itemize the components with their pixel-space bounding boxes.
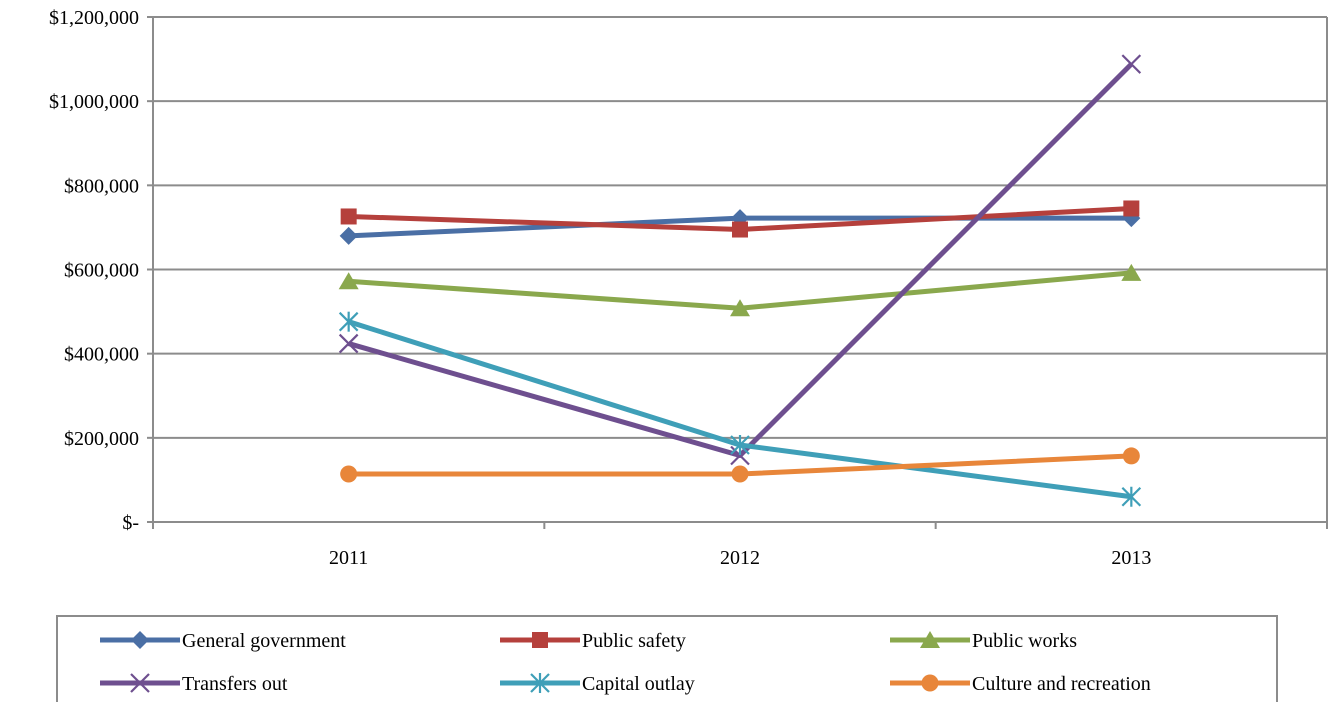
legend-item: General government bbox=[100, 630, 346, 652]
legend-marker bbox=[921, 674, 939, 692]
data-point bbox=[732, 221, 748, 238]
y-tick-label: $800,000 bbox=[64, 175, 139, 197]
data-point bbox=[1122, 447, 1140, 465]
series-public-works bbox=[338, 263, 1142, 317]
series-transfers-out bbox=[338, 54, 1142, 466]
y-tick-label: $1,000,000 bbox=[49, 91, 139, 113]
data-point bbox=[338, 272, 359, 290]
y-tick-label: $1,200,000 bbox=[49, 7, 139, 29]
legend-label: Transfers out bbox=[182, 673, 288, 695]
data-point bbox=[1123, 200, 1140, 217]
series-culture-and-recreation bbox=[340, 447, 1140, 483]
series-line bbox=[347, 62, 1134, 459]
data-point bbox=[1121, 263, 1142, 281]
legend-label: Culture and recreation bbox=[972, 673, 1151, 695]
x-tick-label: 2012 bbox=[720, 547, 760, 569]
legend-marker bbox=[920, 631, 940, 648]
y-tick-label: $- bbox=[122, 512, 139, 534]
x-tick-label: 2013 bbox=[1111, 547, 1151, 569]
legend: General government Public safety Public wo… bbox=[56, 615, 1278, 702]
data-point bbox=[731, 465, 749, 483]
legend-item: Public safety bbox=[500, 630, 686, 652]
legend-item: Public works bbox=[890, 630, 1077, 652]
data-point bbox=[1121, 54, 1142, 74]
legend-label: Public safety bbox=[582, 630, 686, 652]
series-public-safety bbox=[340, 200, 1140, 238]
y-tick-label: $400,000 bbox=[64, 344, 139, 366]
series-capital-outlay bbox=[338, 311, 1142, 507]
legend-label: Public works bbox=[972, 630, 1077, 652]
data-point bbox=[340, 208, 357, 225]
y-tick-label: $200,000 bbox=[64, 428, 139, 450]
data-point bbox=[340, 465, 358, 483]
legend-label: General government bbox=[182, 630, 346, 652]
y-tick-label: $600,000 bbox=[64, 260, 139, 282]
legend-item: Transfers out bbox=[100, 673, 288, 695]
legend-item: Capital outlay bbox=[500, 673, 695, 695]
series-lines bbox=[338, 54, 1142, 507]
legend-marker bbox=[532, 632, 548, 648]
data-point bbox=[730, 299, 750, 317]
legend-marker bbox=[131, 631, 149, 649]
data-point bbox=[730, 434, 750, 455]
data-point bbox=[1121, 486, 1142, 507]
legend-label: Capital outlay bbox=[582, 673, 695, 695]
legend-marker bbox=[530, 673, 550, 693]
x-tick-label: 2011 bbox=[329, 547, 368, 569]
x-axis-ticks: 2011 2012 2013 bbox=[152, 522, 1328, 569]
legend-item: Culture and recreation bbox=[890, 673, 1151, 695]
legend-box bbox=[56, 615, 1278, 702]
data-point bbox=[338, 311, 359, 332]
data-point bbox=[338, 333, 359, 354]
gridlines bbox=[153, 16, 1327, 439]
data-point bbox=[339, 226, 358, 245]
y-axis-ticks: $- $200,000 $400,000 $600,000 $800,000 $1,000… bbox=[49, 7, 153, 534]
legend-marker bbox=[130, 673, 150, 693]
